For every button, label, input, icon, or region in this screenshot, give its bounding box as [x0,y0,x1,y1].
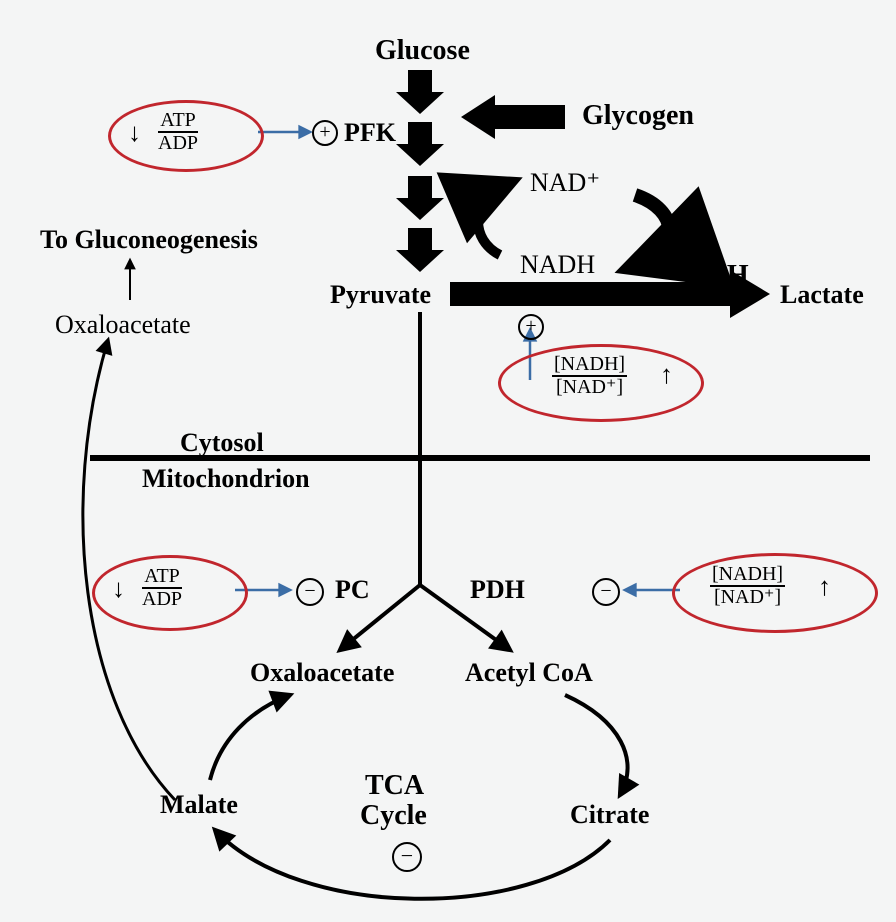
tca-sign: − [392,842,422,872]
to-gluconeogenesis-label: To Gluconeogenesis [40,225,258,255]
nad-plus-label: NAD⁺ [530,168,600,198]
pc-ratio-num: ATP [142,566,182,589]
pc-label: PC [335,575,370,605]
mitochondrion-label: Mitochondrion [142,464,310,494]
pyruvate-label: Pyruvate [330,280,431,310]
ldh-ratio-num: [NADH] [552,354,627,377]
pdh-ratio-den: [NAD⁺] [710,587,785,608]
pfk-sign: + [312,120,338,146]
glycolysis-arrows [396,70,444,272]
nadh-label: NADH [520,250,595,280]
ldh-label: LDH [688,260,749,292]
oaa-mito-label: Oxaloacetate [250,658,394,688]
pfk-direction-icon: ↓ [128,118,141,148]
ldh-ratio: [NADH] [NAD⁺] [552,354,627,398]
ldh-ratio-den: [NAD⁺] [552,377,627,398]
acetylcoa-to-citrate [565,695,628,795]
pdh-ratio: [NADH] [NAD⁺] [710,564,785,608]
pfk-label: PFK [344,118,396,148]
glycogen-label: Glycogen [582,100,694,132]
pc-sign: − [296,578,324,606]
cytosol-label: Cytosol [180,428,264,458]
malate-to-oxaloacetate [210,695,290,780]
ldh-direction-icon: ↑ [660,360,673,390]
oaa-cytosol-label: Oxaloacetate [55,310,191,340]
pc-ratio: ATP ADP [142,566,182,610]
glycogen-arrow [461,95,565,139]
pc-ratio-den: ADP [142,589,182,610]
pdh-direction-icon: ↑ [818,572,831,602]
glucose-label: Glucose [375,35,470,67]
pdh-ratio-num: [NADH] [710,564,785,587]
citrate-label: Citrate [570,800,649,830]
malate-label: Malate [160,790,238,820]
acetylcoa-label: Acetyl CoA [465,658,593,688]
nadh-to-nad-arc [478,185,505,255]
pc-direction-icon: ↓ [112,574,125,604]
pfk-ratio-den: ADP [158,133,198,154]
pfk-ratio: ATP ADP [158,110,198,154]
pdh-sign: − [592,578,620,606]
pfk-ratio-num: ATP [158,110,198,133]
pdh-label: PDH [470,575,525,605]
ldh-sign: + [518,314,544,340]
tca-label: TCA [365,770,424,802]
tca-cycle-label: Cycle [360,800,427,832]
nad-to-nadh-arc [635,195,669,264]
lactate-label: Lactate [780,280,864,310]
